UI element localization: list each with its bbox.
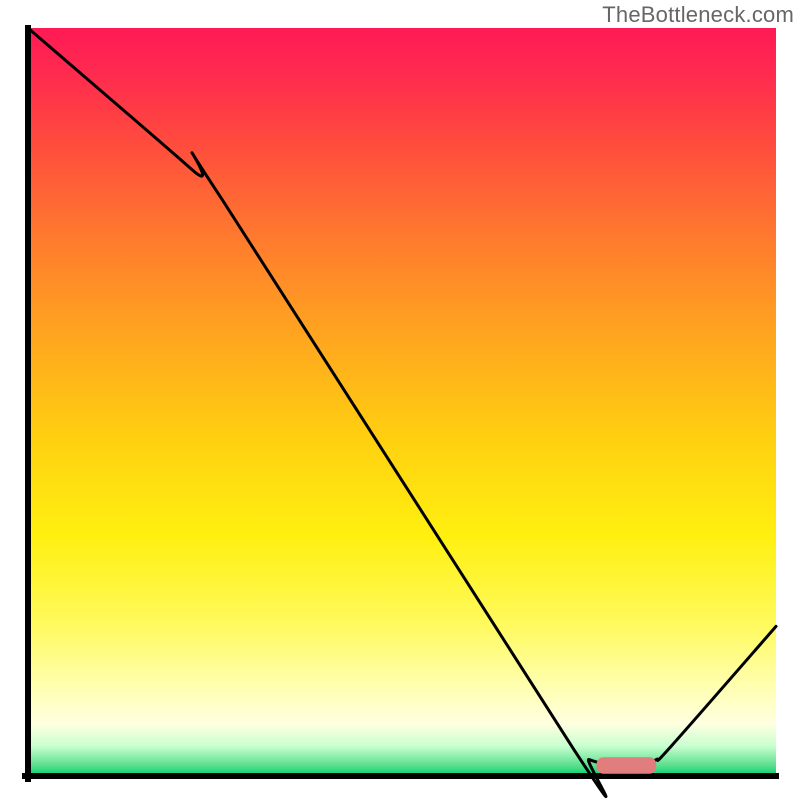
chart-background	[28, 28, 776, 776]
chart-frame: TheBottleneck.com	[0, 0, 800, 800]
bottleneck-curve-chart	[0, 0, 800, 800]
watermark-text: TheBottleneck.com	[602, 2, 794, 28]
optimal-marker	[596, 757, 656, 773]
